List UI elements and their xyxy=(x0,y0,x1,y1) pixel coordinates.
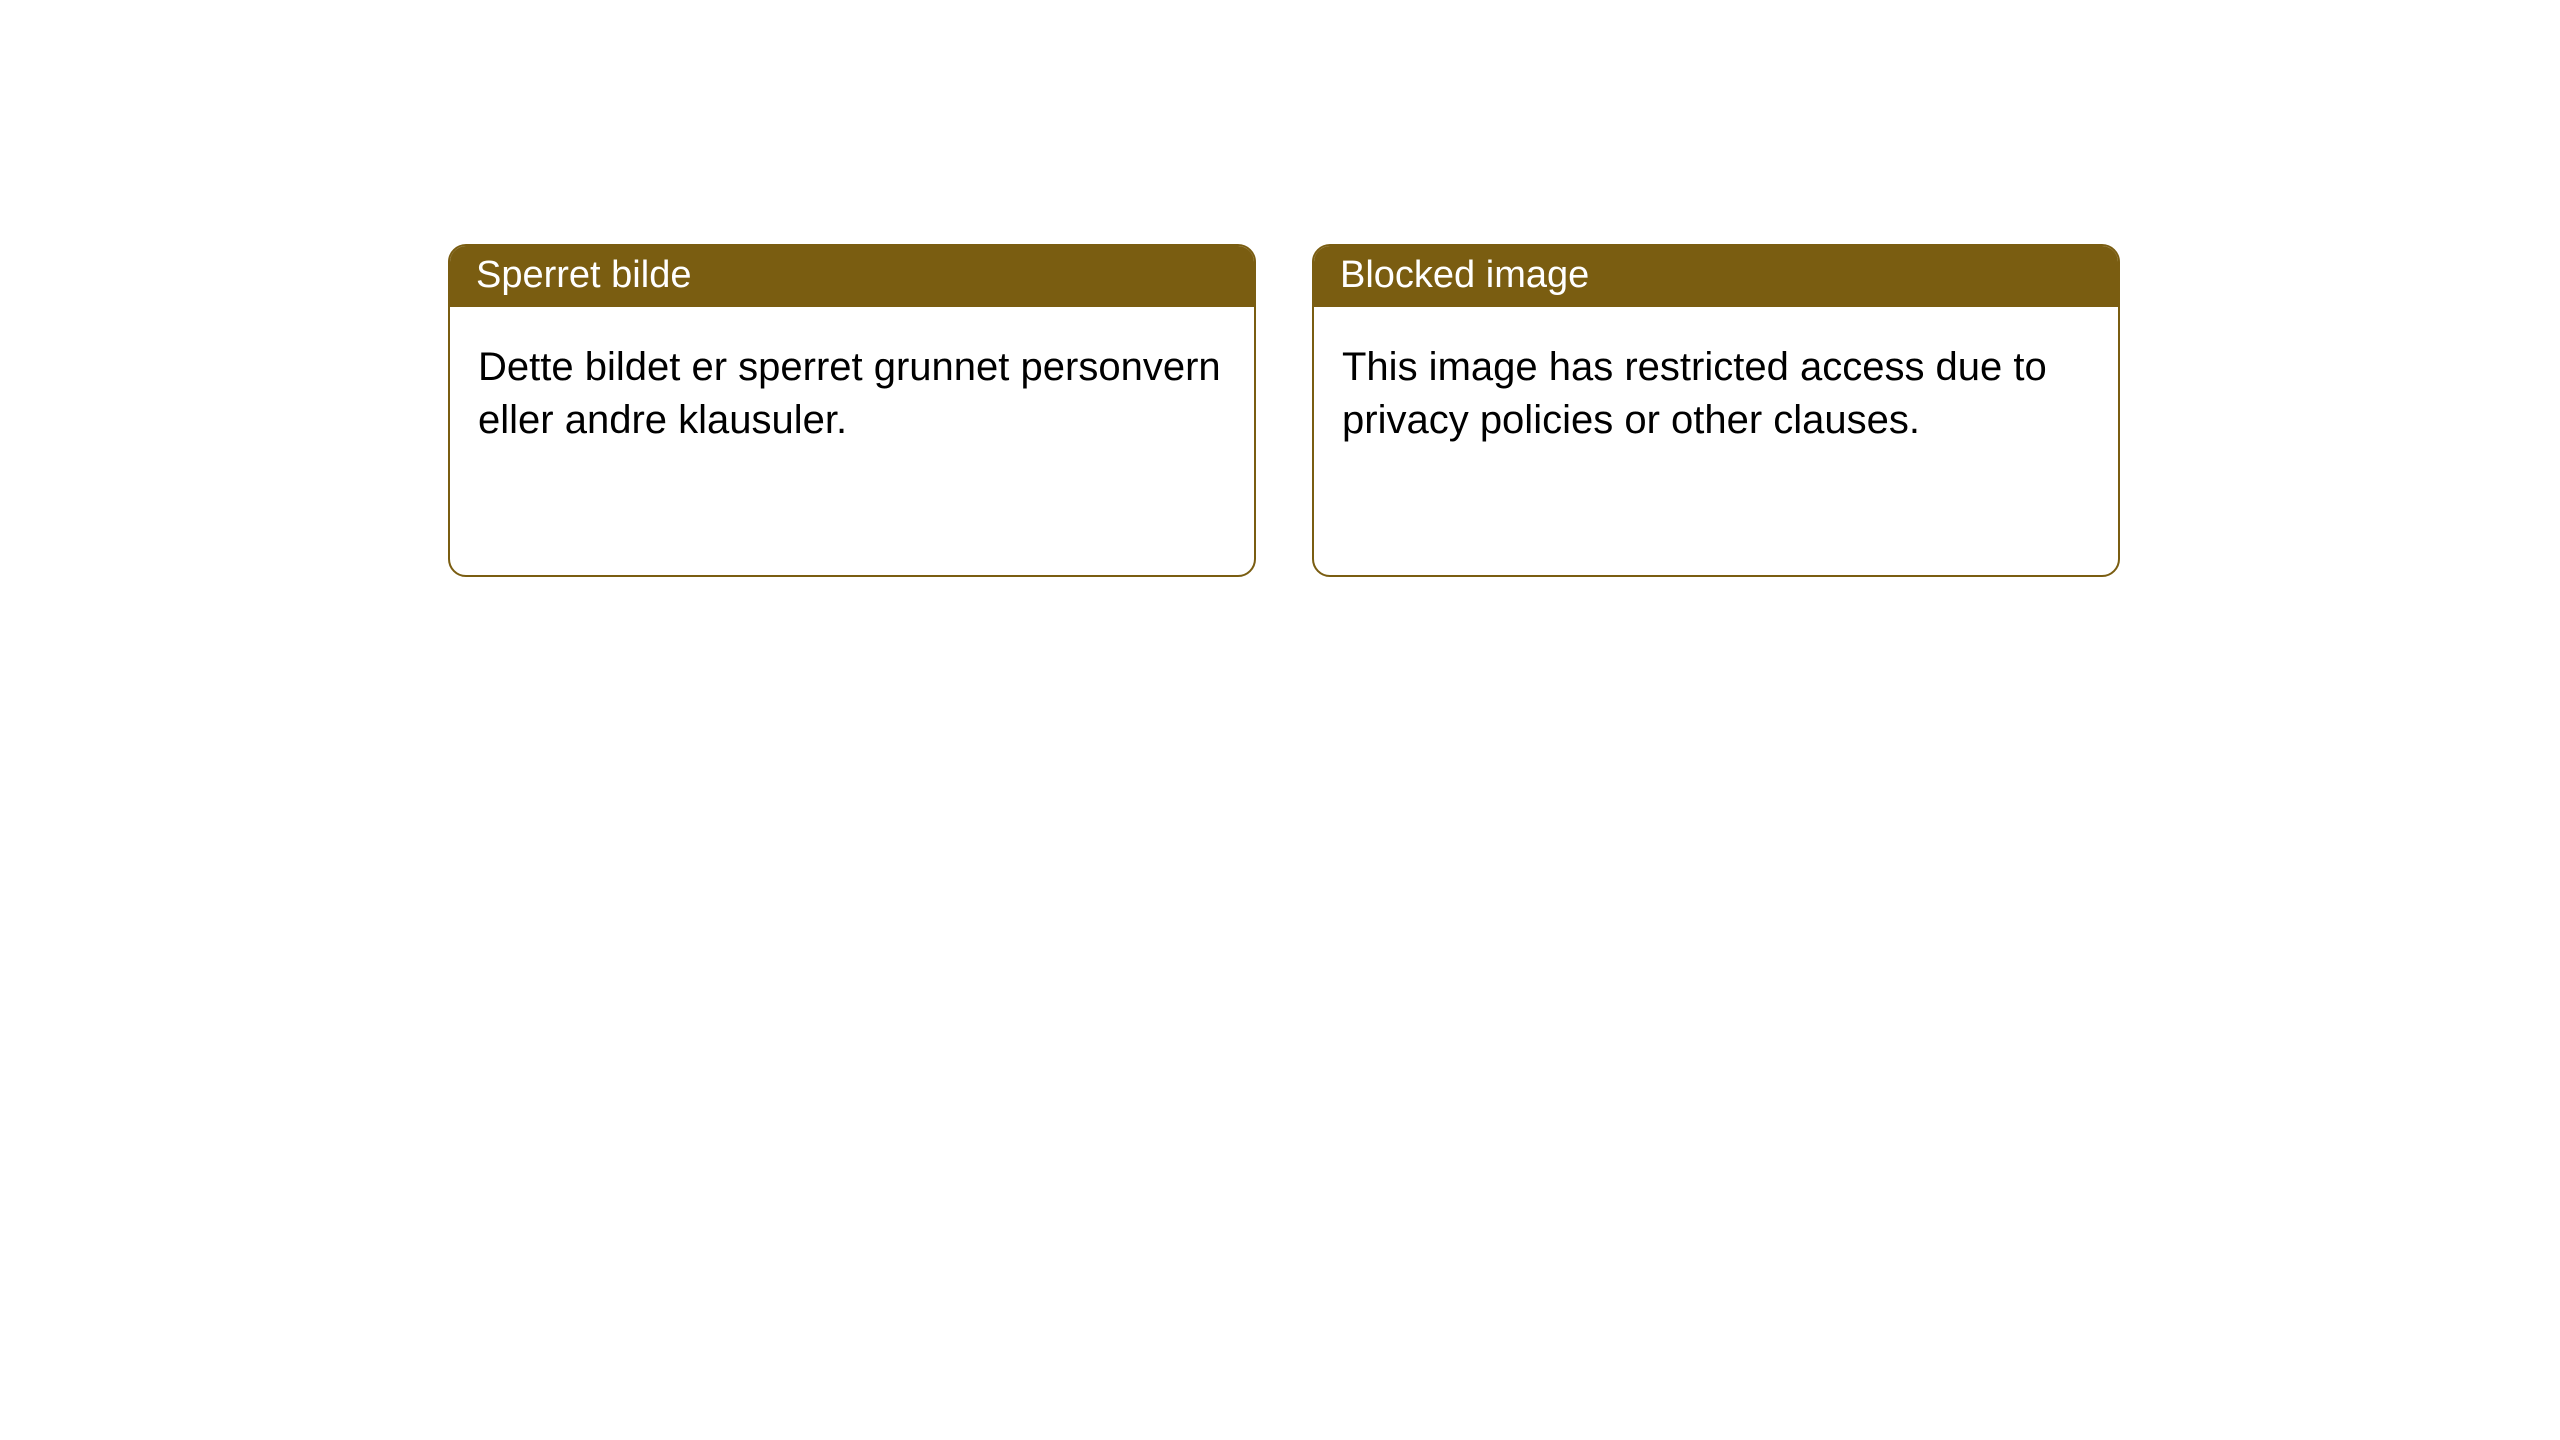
notice-body: Dette bildet er sperret grunnet personve… xyxy=(450,307,1254,575)
notice-body: This image has restricted access due to … xyxy=(1314,307,2118,575)
notice-card-norwegian: Sperret bilde Dette bildet er sperret gr… xyxy=(448,244,1256,577)
notice-card-english: Blocked image This image has restricted … xyxy=(1312,244,2120,577)
notice-container: Sperret bilde Dette bildet er sperret gr… xyxy=(0,0,2560,577)
notice-header: Blocked image xyxy=(1314,246,2118,307)
notice-header: Sperret bilde xyxy=(450,246,1254,307)
